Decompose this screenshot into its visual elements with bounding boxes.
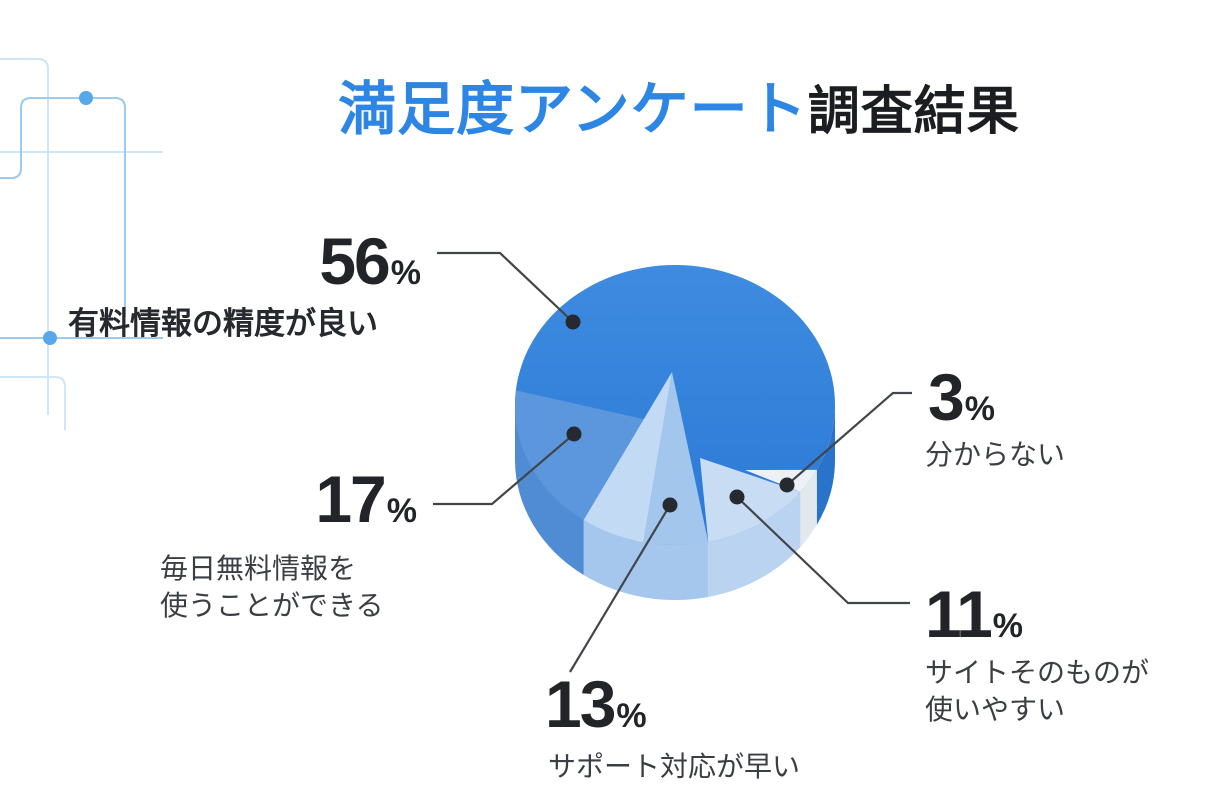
leader-lines <box>433 251 912 673</box>
title-rest: 調査結果 <box>807 83 1020 141</box>
pie-top-13-left-face <box>583 372 672 543</box>
pie-top-11 <box>700 458 801 542</box>
pie-side-3 <box>800 469 817 547</box>
callout-11-label: サイトそのものが 使いやすい <box>925 655 1149 729</box>
decor-circuit-lines <box>0 58 163 430</box>
leader-13 <box>569 504 671 673</box>
callout-3-label: 分からない <box>925 437 1065 474</box>
percent-unit: % <box>964 390 995 428</box>
pie-chart <box>515 265 835 600</box>
pie-side-11 <box>708 491 801 597</box>
callout-56-percent: 56% <box>319 228 421 294</box>
leader-3 <box>786 391 912 486</box>
label-line: 有料情報の精度が良い <box>68 306 378 341</box>
percent-unit: % <box>992 607 1024 645</box>
percent-value: 3 <box>928 360 965 434</box>
leader-17-dot <box>566 426 582 442</box>
pie-side-13 <box>583 519 709 600</box>
label-line: 使うことができる <box>160 589 384 621</box>
callout-17-percent: 17% <box>315 466 417 532</box>
leader-56 <box>437 251 574 323</box>
leader-11-dot <box>729 489 745 505</box>
percent-value: 17 <box>315 462 386 536</box>
percent-unit: % <box>390 254 421 292</box>
label-line: サイトそのものが <box>925 657 1150 688</box>
pie-side-56 <box>816 405 835 525</box>
leader-3-dot <box>779 477 795 493</box>
decor-dot <box>79 91 93 105</box>
decor-line <box>0 97 126 317</box>
pie-top-17 <box>515 390 670 520</box>
pie-side-17 <box>515 405 584 575</box>
leader-11 <box>736 496 910 605</box>
title-highlight: 満足度アンケート <box>338 77 808 142</box>
percent-unit: % <box>616 697 647 735</box>
label-line: 分からない <box>925 439 1066 470</box>
percent-unit: % <box>386 492 417 530</box>
callout-11-percent: 11% <box>925 581 1023 647</box>
label-line: 毎日無料情報を <box>160 553 357 584</box>
label-line: サポート対応が早い <box>548 751 801 782</box>
callout-13-label: サポート対応が早い <box>548 749 800 786</box>
percent-value: 13 <box>545 667 616 741</box>
callout-17-label: 毎日無料情報を 使うことができる <box>160 551 383 625</box>
leader-13-dot <box>662 497 678 513</box>
percent-value: 56 <box>319 224 390 298</box>
callout-13-percent: 13% <box>545 671 647 737</box>
leader-56-dot <box>565 314 581 330</box>
decor-dot <box>43 331 57 345</box>
callout-56-label: 有料情報の精度が良い <box>68 304 378 345</box>
percent-value: 11 <box>925 577 993 651</box>
decor-line <box>0 58 49 415</box>
leader-17 <box>433 433 575 506</box>
callout-3-percent: 3% <box>928 364 995 430</box>
pie-top-13-right-face <box>643 372 709 545</box>
decor-line <box>0 376 66 430</box>
label-line: 使いやすい <box>925 693 1066 725</box>
page-title: 満足度アンケート調査結果 <box>338 62 1020 146</box>
